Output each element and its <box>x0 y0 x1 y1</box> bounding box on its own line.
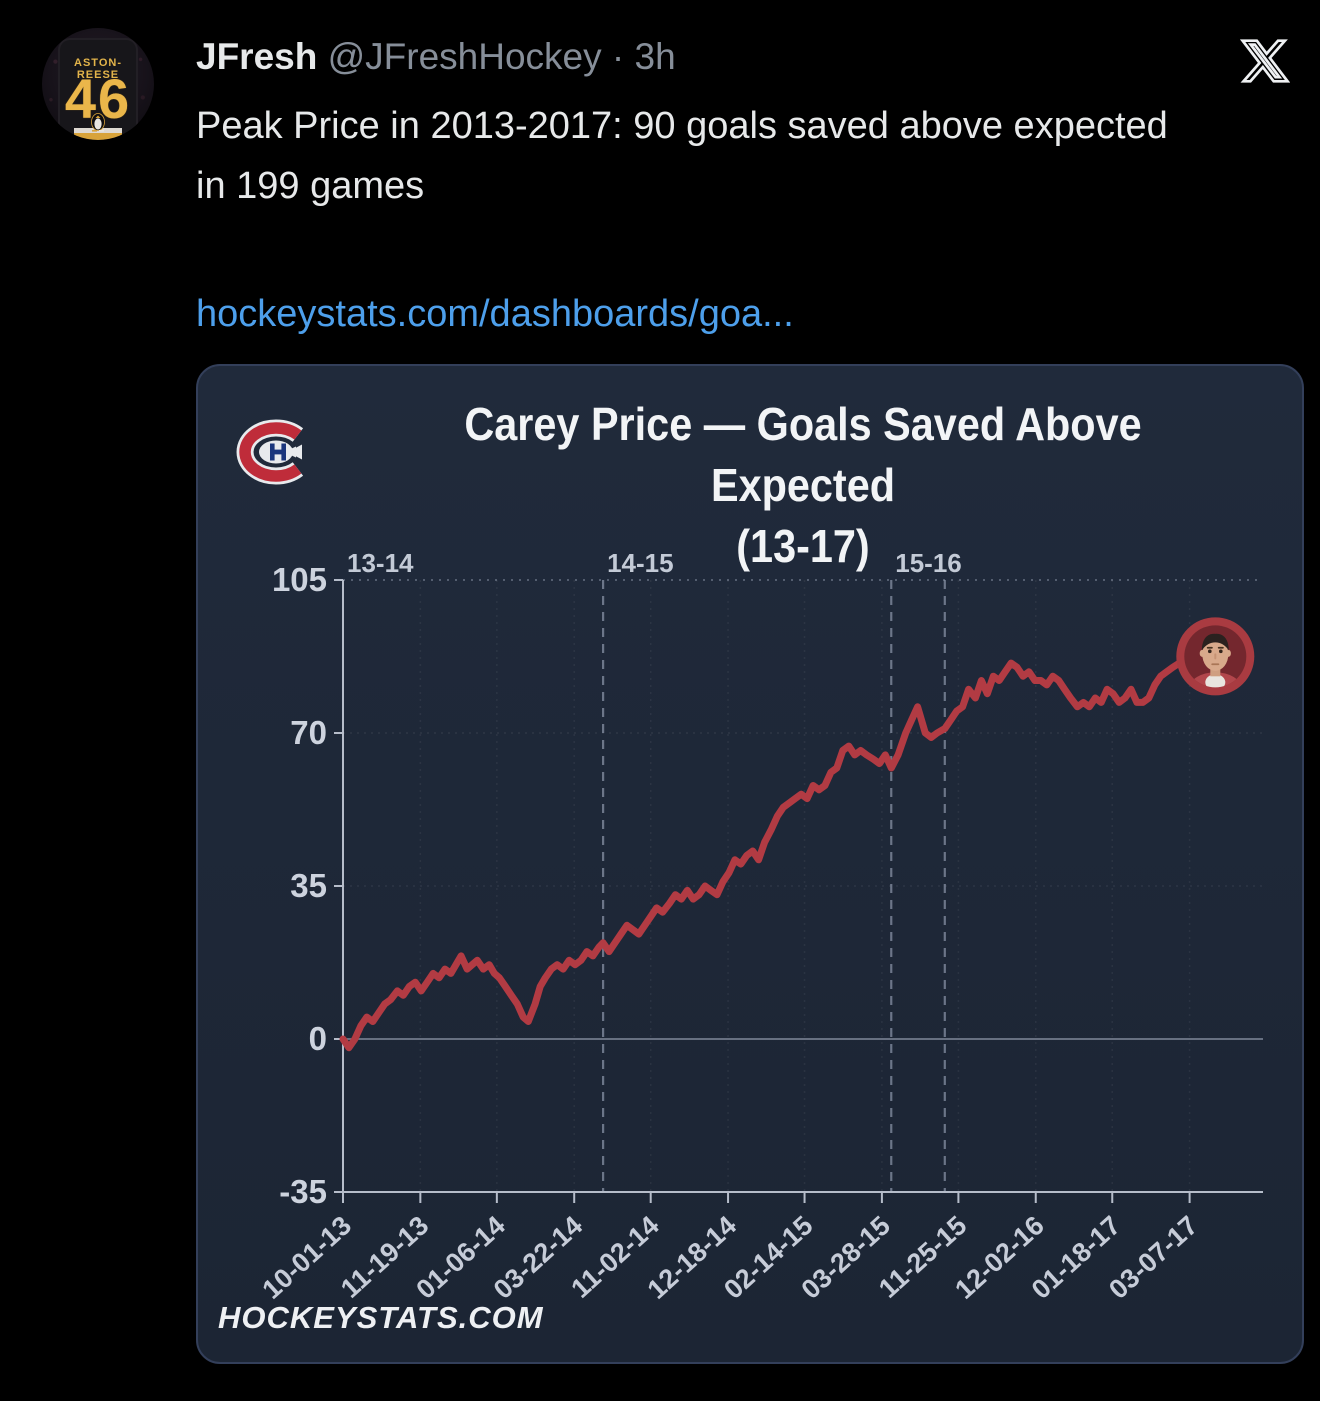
canadiens-logo-icon <box>236 419 304 485</box>
y-tick-label: -35 <box>279 1173 327 1210</box>
y-tick-label: 70 <box>290 714 327 751</box>
tweet-text: Peak Price in 2013-2017: 90 goals saved … <box>196 105 1168 207</box>
tweet-link[interactable]: hockeystats.com/dashboards/goa... <box>196 293 794 335</box>
y-tick-label: 105 <box>272 561 327 598</box>
chart-title-line1: Carey Price — Goals Saved Above Expected <box>464 398 1142 511</box>
data-line <box>339 650 1195 1052</box>
timestamp: 3h <box>634 36 676 77</box>
chart-card[interactable]: Carey Price — Goals Saved Above Expected… <box>196 364 1304 1364</box>
player-face-icon <box>1189 633 1242 688</box>
season-label: 13-14 <box>347 548 414 578</box>
season-label: 14-15 <box>607 548 674 578</box>
avatar[interactable]: ASTON-REESE 46 <box>42 28 154 140</box>
penguins-jersey: ASTON-REESE 46 <box>60 40 136 140</box>
y-tick-label: 0 <box>309 1020 327 1057</box>
y-tick-label: 35 <box>290 867 327 904</box>
author-name[interactable]: JFresh <box>196 36 318 77</box>
chart-title: Carey Price — Goals Saved Above Expected… <box>389 394 1217 577</box>
jersey-nameplate: ASTON-REESE <box>74 57 122 81</box>
separator-dot: · <box>611 36 625 77</box>
tweet-header: JFresh @JFreshHockey · 3h <box>196 36 676 78</box>
chart-title-line2: (13-17) <box>736 520 870 572</box>
watermark: HOCKEYSTATS.COM <box>218 1300 544 1335</box>
author-handle[interactable]: @JFreshHockey <box>327 36 602 77</box>
season-label: 15-16 <box>895 548 962 578</box>
x-logo-icon[interactable] <box>1240 36 1290 86</box>
chart-plot: 10570350-3510-01-1311-19-1301-06-1403-22… <box>257 548 1263 1305</box>
penguins-logo-icon <box>91 113 105 132</box>
